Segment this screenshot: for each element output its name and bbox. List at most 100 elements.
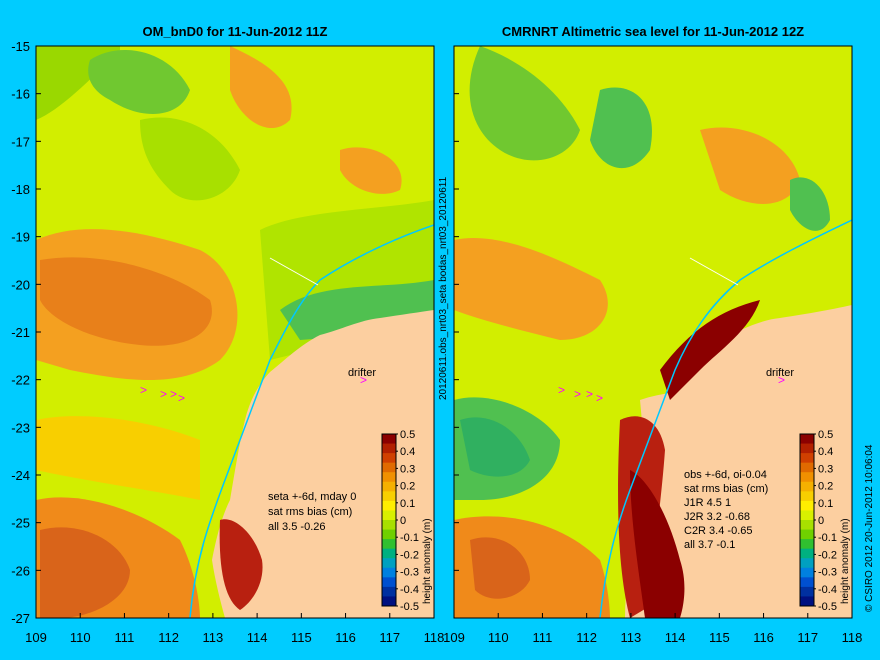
x-tick-label: 114 bbox=[665, 630, 686, 645]
x-tick-label: 116 bbox=[335, 630, 356, 645]
right-stats-line: C2R 3.4 -0.65 bbox=[684, 525, 752, 537]
right-stats-line: J2R 3.2 -0.68 bbox=[684, 511, 750, 523]
x-tick-label: 111 bbox=[115, 630, 135, 645]
colorbar-swatch bbox=[800, 577, 814, 588]
y-tick-label: -25 bbox=[11, 516, 30, 531]
x-tick-label: 110 bbox=[70, 630, 91, 645]
y-tick-label: -19 bbox=[11, 230, 30, 245]
x-tick-label: 114 bbox=[247, 630, 268, 645]
x-tick-label: 117 bbox=[379, 630, 400, 645]
left-map-panel bbox=[36, 46, 434, 618]
y-tick-label: -20 bbox=[11, 277, 30, 292]
colorbar-swatch bbox=[800, 434, 814, 445]
right-stats-line: sat rms bias (cm) bbox=[684, 483, 768, 495]
colorbar-tick-label: -0.4 bbox=[818, 584, 837, 596]
x-tick-label: 115 bbox=[709, 630, 730, 645]
colorbar-swatch bbox=[800, 491, 814, 502]
colorbar-swatch bbox=[800, 453, 814, 464]
x-tick-label: 113 bbox=[203, 630, 224, 645]
colorbar-tick-label: 0 bbox=[400, 515, 406, 527]
right-stats-line: all 3.7 -0.1 bbox=[684, 539, 735, 551]
colorbar-swatch bbox=[382, 558, 396, 569]
colorbar-swatch bbox=[382, 596, 396, 607]
svg-text:>: > bbox=[178, 391, 185, 405]
colorbar-tick-label: 0 bbox=[818, 515, 824, 527]
colorbar-swatch bbox=[382, 520, 396, 531]
colorbar-swatch bbox=[800, 472, 814, 483]
middle-vertical-label: 20120611.obs_nrt03_seta bodas_nrt03_2012… bbox=[438, 176, 449, 400]
y-tick-label: -27 bbox=[11, 611, 30, 626]
left-stats-line: all 3.5 -0.26 bbox=[268, 521, 325, 533]
right-drifter-marker: > bbox=[778, 373, 785, 387]
colorbar-tick-label: 0.5 bbox=[818, 429, 833, 441]
x-tick-label: 112 bbox=[576, 630, 597, 645]
colorbar-swatch bbox=[382, 548, 396, 559]
colorbar-tick-label: -0.4 bbox=[400, 584, 419, 596]
x-tick-label: 109 bbox=[443, 630, 465, 645]
colorbar-swatch bbox=[800, 539, 814, 550]
colorbar-swatch bbox=[800, 443, 814, 454]
svg-text:>: > bbox=[574, 387, 581, 401]
colorbar-tick-label: -0.5 bbox=[400, 601, 419, 613]
colorbar-tick-label: 0.1 bbox=[818, 498, 833, 510]
colorbar-label: height anomaly (m) bbox=[840, 518, 851, 604]
y-tick-label: -22 bbox=[11, 373, 30, 388]
colorbar-swatch bbox=[800, 520, 814, 531]
y-tick-label: -16 bbox=[11, 87, 30, 102]
colorbar-swatch bbox=[382, 586, 396, 597]
svg-text:>: > bbox=[170, 387, 177, 401]
left-x-axis-ticks: 109 110 111 112 113 114 115 116 117 118 bbox=[25, 613, 444, 645]
colorbar-swatch bbox=[800, 500, 814, 511]
colorbar-tick-label: 0.2 bbox=[818, 481, 833, 493]
colorbar-swatch bbox=[800, 586, 814, 597]
colorbar-tick-label: 0.4 bbox=[818, 446, 833, 458]
colorbar-swatch bbox=[382, 539, 396, 550]
colorbar-tick-label: -0.1 bbox=[400, 532, 419, 544]
colorbar-swatch bbox=[800, 548, 814, 559]
colorbar-swatch bbox=[382, 472, 396, 483]
right-stats-line: obs +-6d, oi-0.04 bbox=[684, 469, 767, 481]
left-drifter-track: > > > > bbox=[140, 383, 185, 405]
colorbar-tick-label: -0.2 bbox=[400, 549, 419, 561]
y-tick-label: -24 bbox=[11, 468, 30, 483]
svg-text:>: > bbox=[558, 383, 565, 397]
colorbar-swatch bbox=[382, 443, 396, 454]
right-panel-title: CMRNRT Altimetric sea level for 11-Jun-2… bbox=[502, 24, 804, 39]
colorbar-label: height anomaly (m) bbox=[422, 518, 433, 604]
colorbar-swatch bbox=[800, 558, 814, 569]
svg-text:>: > bbox=[586, 387, 593, 401]
left-drifter-marker: > bbox=[360, 373, 367, 387]
y-tick-label: -21 bbox=[11, 325, 30, 340]
colorbar-tick-label: 0.2 bbox=[400, 481, 415, 493]
right-drifter-label: drifter bbox=[766, 367, 794, 379]
colorbar-swatch bbox=[800, 567, 814, 578]
right-x-axis-ticks: 109 110 111 112 113 114 115 116 117 118 bbox=[443, 613, 862, 645]
x-tick-label: 115 bbox=[291, 630, 312, 645]
colorbar-swatch bbox=[800, 529, 814, 540]
x-tick-label: 109 bbox=[25, 630, 47, 645]
right-drifter-track: > > > > bbox=[558, 383, 603, 405]
y-tick-label: -18 bbox=[11, 182, 30, 197]
y-axis-ticks: -15 -16 -17 -18 -19 -20 -21 -22 -23 -24 -25 -26 -27 bbox=[11, 39, 459, 626]
svg-text:>: > bbox=[160, 387, 167, 401]
colorbar-tick-label: -0.1 bbox=[818, 532, 837, 544]
right-stats-line: J1R 4.5 1 bbox=[684, 497, 731, 509]
x-tick-label: 110 bbox=[488, 630, 509, 645]
left-stats-line: sat rms bias (cm) bbox=[268, 506, 352, 518]
y-tick-label: -23 bbox=[11, 420, 30, 435]
svg-text:>: > bbox=[140, 383, 147, 397]
x-tick-label: 118 bbox=[842, 630, 863, 645]
colorbar-swatch bbox=[382, 434, 396, 445]
colorbar-swatch bbox=[382, 510, 396, 521]
y-tick-label: -15 bbox=[11, 39, 30, 54]
colorbar-swatch bbox=[382, 453, 396, 464]
colorbar-tick-label: 0.5 bbox=[400, 429, 415, 441]
colorbar-swatch bbox=[382, 529, 396, 540]
colorbar-swatch bbox=[800, 481, 814, 492]
y-tick-label: -26 bbox=[11, 563, 30, 578]
colorbar-swatch bbox=[382, 500, 396, 511]
svg-text:>: > bbox=[596, 391, 603, 405]
x-tick-label: 116 bbox=[753, 630, 774, 645]
colorbar-swatch bbox=[800, 510, 814, 521]
right-stats-box: obs +-6d, oi-0.04 sat rms bias (cm) J1R … bbox=[684, 469, 768, 551]
